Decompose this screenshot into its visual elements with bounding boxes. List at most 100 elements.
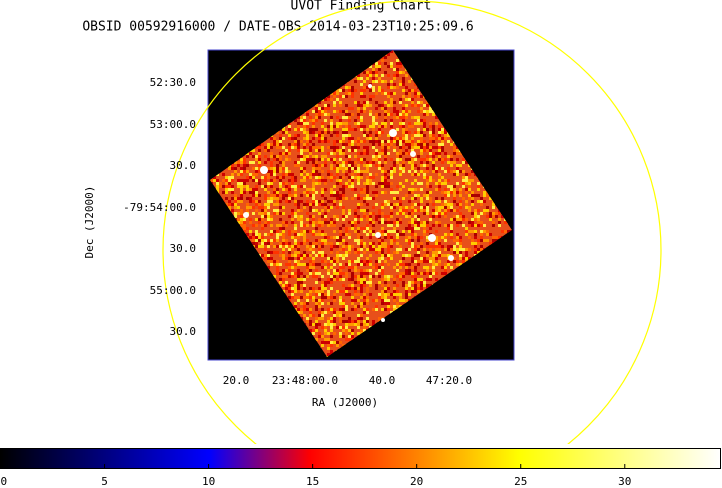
pixel bbox=[366, 176, 369, 179]
pixel bbox=[399, 278, 402, 281]
pixel bbox=[408, 236, 411, 239]
pixel bbox=[393, 161, 396, 164]
pixel bbox=[348, 287, 351, 290]
pixel bbox=[321, 158, 324, 161]
pixel bbox=[303, 233, 306, 236]
pixel bbox=[420, 119, 423, 122]
pixel bbox=[327, 242, 330, 245]
pixel bbox=[339, 236, 342, 239]
pixel bbox=[399, 167, 402, 170]
pixel bbox=[426, 236, 429, 239]
pixel bbox=[267, 260, 270, 263]
pixel bbox=[375, 131, 378, 134]
pixel bbox=[231, 188, 234, 191]
pixel bbox=[321, 266, 324, 269]
pixel bbox=[411, 290, 414, 293]
pixel bbox=[378, 245, 381, 248]
pixel bbox=[267, 182, 270, 185]
pixel bbox=[474, 245, 477, 248]
pixel bbox=[381, 302, 384, 305]
pixel bbox=[348, 209, 351, 212]
pixel bbox=[414, 164, 417, 167]
pixel bbox=[276, 203, 279, 206]
pixel bbox=[408, 95, 411, 98]
pixel bbox=[351, 185, 354, 188]
pixel bbox=[258, 236, 261, 239]
pixel bbox=[393, 164, 396, 167]
pixel bbox=[504, 230, 507, 233]
pixel bbox=[351, 128, 354, 131]
pixel bbox=[396, 152, 399, 155]
pixel bbox=[321, 170, 324, 173]
pixel bbox=[246, 227, 249, 230]
pixel bbox=[459, 200, 462, 203]
pixel bbox=[294, 290, 297, 293]
pixel bbox=[288, 296, 291, 299]
pixel bbox=[252, 191, 255, 194]
pixel bbox=[408, 161, 411, 164]
pixel bbox=[315, 254, 318, 257]
pixel bbox=[429, 278, 432, 281]
pixel bbox=[297, 248, 300, 251]
pixel bbox=[402, 80, 405, 83]
pixel bbox=[345, 95, 348, 98]
pixel bbox=[393, 83, 396, 86]
pixel bbox=[366, 170, 369, 173]
pixel bbox=[312, 263, 315, 266]
pixel bbox=[372, 161, 375, 164]
pixel bbox=[327, 269, 330, 272]
pixel bbox=[297, 215, 300, 218]
pixel bbox=[360, 89, 363, 92]
pixel bbox=[492, 203, 495, 206]
pixel bbox=[354, 149, 357, 152]
pixel bbox=[330, 179, 333, 182]
pixel bbox=[423, 134, 426, 137]
pixel bbox=[372, 221, 375, 224]
pixel bbox=[435, 272, 438, 275]
pixel bbox=[279, 176, 282, 179]
pixel bbox=[411, 287, 414, 290]
pixel bbox=[309, 149, 312, 152]
pixel bbox=[426, 272, 429, 275]
pixel bbox=[258, 194, 261, 197]
pixel bbox=[408, 272, 411, 275]
pixel bbox=[261, 218, 264, 221]
pixel bbox=[393, 146, 396, 149]
pixel bbox=[285, 245, 288, 248]
pixel bbox=[306, 218, 309, 221]
pixel bbox=[282, 182, 285, 185]
pixel bbox=[420, 95, 423, 98]
pixel bbox=[435, 200, 438, 203]
pixel bbox=[393, 140, 396, 143]
pixel bbox=[429, 158, 432, 161]
pixel bbox=[327, 95, 330, 98]
pixel bbox=[453, 257, 456, 260]
pixel bbox=[246, 209, 249, 212]
pixel bbox=[453, 200, 456, 203]
pixel bbox=[366, 149, 369, 152]
pixel bbox=[291, 296, 294, 299]
pixel bbox=[324, 140, 327, 143]
pixel bbox=[390, 170, 393, 173]
pixel bbox=[405, 227, 408, 230]
pixel bbox=[333, 149, 336, 152]
pixel bbox=[243, 230, 246, 233]
pixel bbox=[285, 224, 288, 227]
pixel bbox=[264, 215, 267, 218]
pixel bbox=[399, 245, 402, 248]
pixel bbox=[363, 152, 366, 155]
pixel bbox=[390, 188, 393, 191]
pixel bbox=[330, 206, 333, 209]
pixel bbox=[306, 176, 309, 179]
pixel bbox=[450, 185, 453, 188]
pixel bbox=[348, 212, 351, 215]
pixel bbox=[456, 158, 459, 161]
pixel bbox=[417, 278, 420, 281]
pixel bbox=[318, 146, 321, 149]
pixel bbox=[264, 179, 267, 182]
pixel bbox=[354, 287, 357, 290]
pixel bbox=[321, 209, 324, 212]
pixel bbox=[306, 131, 309, 134]
pixel bbox=[276, 188, 279, 191]
pixel bbox=[324, 203, 327, 206]
